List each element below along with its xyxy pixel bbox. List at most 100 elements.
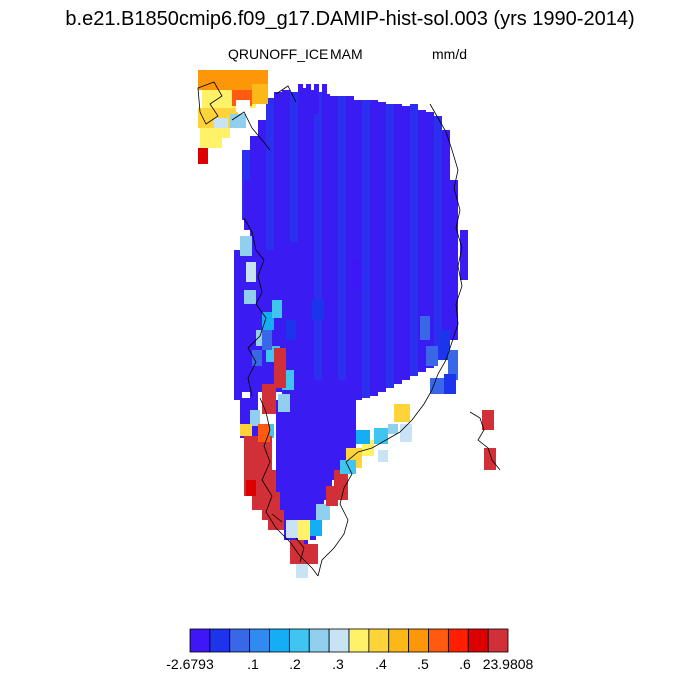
grid-cell [374,428,388,444]
grid-cell [338,96,346,410]
grid-cell [340,460,356,474]
grid-cell [292,380,300,550]
grid-cell [252,350,262,366]
grid-cell [330,96,338,410]
grid-cell [236,300,248,360]
grid-cell [266,98,274,300]
colorbar-swatch [269,628,290,653]
grid-cell [314,92,322,430]
grid-cell [322,84,327,114]
grid-cell [198,148,208,164]
grid-cell [362,100,370,398]
grid-cell [440,330,450,360]
grid-cell [402,106,410,380]
grid-cell [346,96,354,408]
grid-cell [410,104,418,376]
grid-cell [262,384,276,414]
grid-cell [230,114,246,128]
grid-cell [304,544,318,564]
grid-cell [286,520,298,538]
grid-cell [272,300,282,318]
grid-cell [298,250,306,400]
grid-cell [386,104,394,388]
colorbar-swatch [229,628,251,653]
colorbar-tick-label: .3 [332,656,344,672]
grid-cell [306,90,314,440]
grid-cell [240,236,252,256]
colorbar-swatch [467,628,489,653]
grid-cell [244,180,256,230]
colorbar-swatch [428,628,449,653]
grid-cell [312,300,324,320]
colorbar-swatches [189,628,509,653]
grid-cell [442,130,450,350]
grid-cell [282,90,290,310]
grid-cell [450,180,458,340]
grid-cell [284,390,292,540]
colorbar-tick-label: -2.6793 [166,656,214,672]
grid-cell [356,430,370,444]
grid-cell [354,100,362,400]
grid-cell [262,330,272,350]
grid-cell [418,110,426,372]
grid-cell [300,380,308,560]
grid-cell [310,520,322,536]
grid-cell [296,564,308,578]
grid-cell [250,410,260,426]
colorbar-swatch [308,628,330,653]
grid-cell [314,84,319,114]
grid-cell [306,84,311,114]
grid-cell [258,120,266,290]
grid-cell [426,346,438,366]
grid-cell [324,380,332,500]
grid-cell [214,118,228,128]
grid-cell [322,94,330,420]
grid-cell [274,348,286,388]
grid-cell [434,116,442,360]
colorbar-swatch [447,628,469,653]
grid-cell [482,410,494,430]
grid-cell [290,242,298,392]
colorbar-swatch [348,628,370,653]
grid-cell [340,380,348,460]
grid-cell [370,100,378,396]
grid-cell [444,374,456,394]
grid-cell [278,394,290,412]
grid-cell [378,102,386,392]
grid-cell [268,510,284,530]
grid-cell [394,104,402,384]
grid-cell [246,480,256,496]
grid-cell [394,404,410,422]
grid-cell [348,380,356,450]
grid-cell [274,92,282,304]
grid-cell [426,112,434,368]
grid-cell [298,520,310,540]
grid-cell [316,380,324,520]
grid-cell [334,470,348,500]
grid-cell [286,320,296,340]
grid-cell [388,424,398,434]
grid-cell [236,100,250,112]
grid-cell [308,380,316,540]
colorbar-swatch [288,628,310,653]
colorbar-swatch [249,628,270,653]
colorbar-tick-label: 23.9808 [482,656,534,672]
plot-title: b.e21.B1850cmip6.f09_g17.DAMIP-hist-sol.… [65,8,635,30]
colorbar-swatch [189,628,211,653]
grid-cell [244,290,256,304]
variable-label: QRUNOFF_ICE [228,46,329,62]
grid-cell [430,378,444,394]
grid-cell [352,260,362,290]
colorbar-swatch [408,628,429,653]
colorbar-swatch [209,628,231,653]
colorbar-tick-label: .6 [459,656,471,672]
grid-cell [420,316,430,340]
grid-cell [448,350,458,380]
grid-cell [332,380,340,480]
colorbar-tick-label: .2 [289,656,301,672]
grid-cell [240,424,252,436]
colorbar-tick-label: .5 [417,656,429,672]
colorbar-tick-label: .1 [247,656,259,672]
